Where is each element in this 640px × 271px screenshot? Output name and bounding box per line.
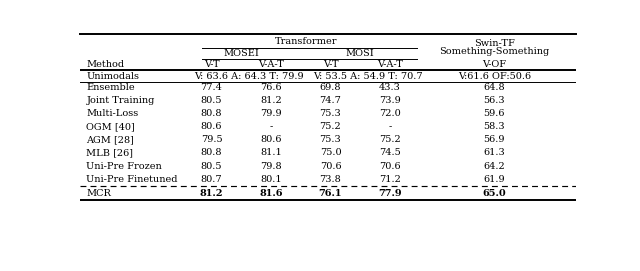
Text: 58.3: 58.3 (483, 122, 505, 131)
Text: 75.2: 75.2 (379, 135, 401, 144)
Text: 61.9: 61.9 (483, 175, 505, 184)
Text: MCR: MCR (86, 189, 111, 198)
Text: 75.0: 75.0 (319, 149, 341, 157)
Text: 73.8: 73.8 (319, 175, 341, 184)
Text: 71.2: 71.2 (379, 175, 401, 184)
Text: 80.6: 80.6 (201, 122, 222, 131)
Text: 73.9: 73.9 (379, 96, 401, 105)
Text: 80.5: 80.5 (201, 96, 222, 105)
Text: 77.9: 77.9 (378, 189, 402, 198)
Text: 59.6: 59.6 (483, 109, 505, 118)
Text: 61.3: 61.3 (483, 149, 505, 157)
Text: 80.7: 80.7 (200, 175, 222, 184)
Text: 80.8: 80.8 (201, 109, 222, 118)
Text: Swin-TF: Swin-TF (474, 40, 515, 49)
Text: 56.3: 56.3 (483, 96, 505, 105)
Text: 64.2: 64.2 (483, 162, 505, 170)
Text: Transformer: Transformer (275, 37, 337, 46)
Text: Unimodals: Unimodals (86, 72, 140, 81)
Text: 65.0: 65.0 (483, 189, 506, 198)
Text: 80.8: 80.8 (201, 149, 222, 157)
Text: 74.5: 74.5 (379, 149, 401, 157)
Text: 81.2: 81.2 (200, 189, 223, 198)
Text: MOSEI: MOSEI (223, 49, 259, 58)
Text: 69.8: 69.8 (320, 83, 341, 92)
Text: MOSI: MOSI (346, 49, 374, 58)
Text: 76.1: 76.1 (319, 189, 342, 198)
Text: 79.5: 79.5 (200, 135, 222, 144)
Text: Multi-Loss: Multi-Loss (86, 109, 139, 118)
Text: 70.6: 70.6 (379, 162, 401, 170)
Text: V-T: V-T (204, 60, 220, 69)
Text: 75.3: 75.3 (319, 135, 341, 144)
Text: V-OF: V-OF (482, 60, 506, 69)
Text: 81.1: 81.1 (260, 149, 282, 157)
Text: 76.6: 76.6 (260, 83, 282, 92)
Text: 81.2: 81.2 (260, 96, 282, 105)
Text: Uni-Pre Frozen: Uni-Pre Frozen (86, 162, 162, 170)
Text: 72.0: 72.0 (379, 109, 401, 118)
Text: 74.7: 74.7 (319, 96, 341, 105)
Text: AGM [28]: AGM [28] (86, 135, 134, 144)
Text: Something-Something: Something-Something (439, 47, 549, 56)
Text: 81.6: 81.6 (259, 189, 283, 198)
Text: 80.5: 80.5 (201, 162, 222, 170)
Text: 56.9: 56.9 (483, 135, 505, 144)
Text: 70.6: 70.6 (319, 162, 341, 170)
Text: 80.1: 80.1 (260, 175, 282, 184)
Text: 43.3: 43.3 (379, 83, 401, 92)
Text: OGM [40]: OGM [40] (86, 122, 135, 131)
Text: -: - (269, 122, 273, 131)
Text: V-A-T: V-A-T (258, 60, 284, 69)
Text: 75.2: 75.2 (319, 122, 341, 131)
Text: V-A-T: V-A-T (377, 60, 403, 69)
Text: MLB [26]: MLB [26] (86, 149, 134, 157)
Text: Uni-Pre Finetuned: Uni-Pre Finetuned (86, 175, 178, 184)
Text: V: 53.5 A: 54.9 T: 70.7: V: 53.5 A: 54.9 T: 70.7 (313, 72, 422, 81)
Text: V-T: V-T (323, 60, 339, 69)
Text: -: - (388, 122, 392, 131)
Text: 75.3: 75.3 (319, 109, 341, 118)
Text: V: 63.6 A: 64.3 T: 79.9: V: 63.6 A: 64.3 T: 79.9 (194, 72, 303, 81)
Text: Method: Method (86, 60, 125, 69)
Text: Ensemble: Ensemble (86, 83, 135, 92)
Text: 80.6: 80.6 (260, 135, 282, 144)
Text: 79.8: 79.8 (260, 162, 282, 170)
Text: V:61.6 OF:50.6: V:61.6 OF:50.6 (458, 72, 531, 81)
Text: Joint Training: Joint Training (86, 96, 155, 105)
Text: 64.8: 64.8 (483, 83, 505, 92)
Text: 79.9: 79.9 (260, 109, 282, 118)
Text: 77.4: 77.4 (200, 83, 222, 92)
